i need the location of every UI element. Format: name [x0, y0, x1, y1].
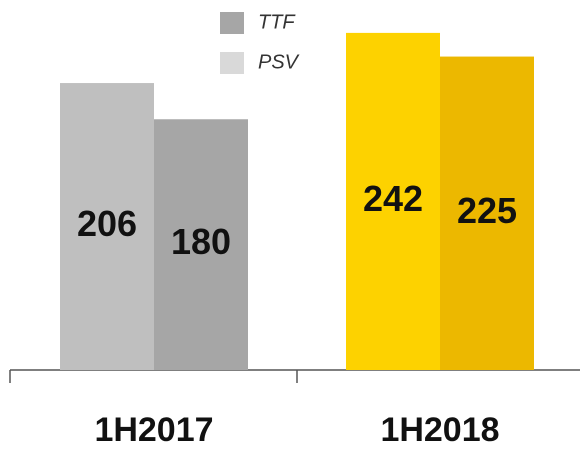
legend-label: PSV: [258, 51, 300, 73]
bar: [60, 83, 154, 371]
legend-swatch: [220, 12, 244, 34]
legend-label: TTF: [258, 11, 296, 33]
bar: [154, 119, 248, 370]
x-tick-label: 1H2018: [380, 411, 499, 449]
bar: [346, 32, 440, 370]
data-label: 225: [457, 190, 517, 231]
data-label: 180: [171, 221, 231, 262]
data-label: 206: [77, 203, 137, 244]
data-label: 242: [363, 178, 423, 219]
x-tick-label: 1H2017: [94, 411, 213, 449]
legend-swatch: [220, 52, 244, 74]
bar: [440, 56, 534, 370]
